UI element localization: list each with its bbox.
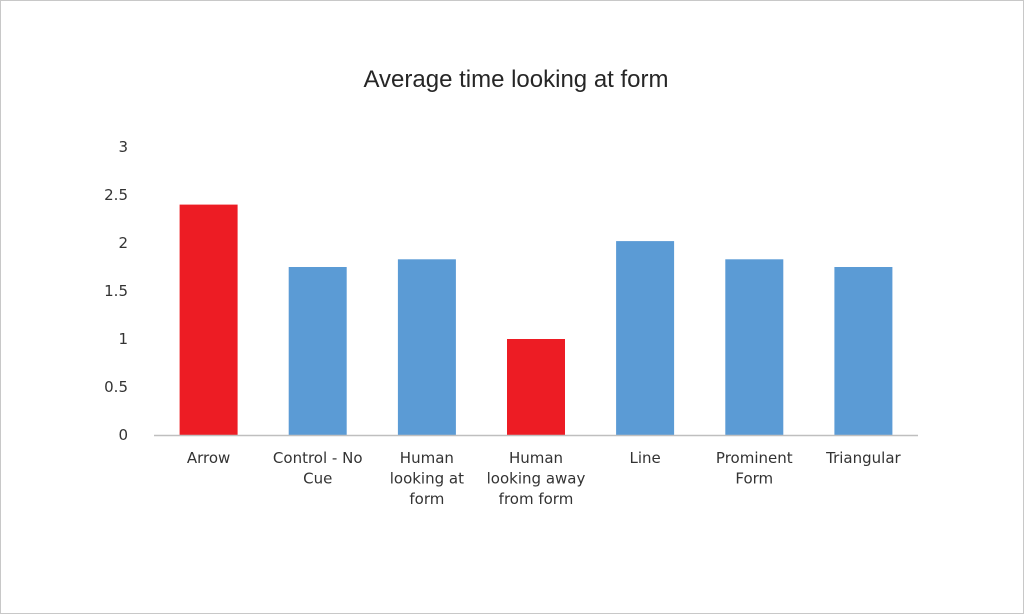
x-category-label-line: looking away [487,470,586,488]
y-tick-label: 2 [118,234,128,252]
x-category-label-line: Control - No [273,449,363,467]
x-category-label-line: Human [509,449,563,467]
x-category-label-line: Prominent [716,449,793,467]
x-category-label-line: Triangular [825,449,901,467]
x-category-label: Arrow [187,449,230,467]
x-category-label: Triangular [825,449,901,467]
bar [397,259,456,435]
x-category-label-line: Arrow [187,449,230,467]
x-category-label: Line [630,449,661,467]
x-category-label-line: form [409,490,444,508]
x-category-label-line: Form [735,470,773,488]
y-tick-label: 1.5 [104,282,128,300]
x-category-label-line: looking at [390,470,464,488]
y-tick-label: 2.5 [104,186,128,204]
bar [179,204,238,435]
bar [725,259,784,435]
x-category-label-line: from form [499,490,574,508]
x-category-label: Human looking at form [390,449,464,508]
y-tick-label: 0.5 [104,378,128,396]
x-category-label-line: Human [400,449,454,467]
bar [288,267,347,435]
x-category-label: Control - No Cue [273,449,363,488]
y-tick-label: 1 [118,330,128,348]
y-tick-label: 0 [118,426,128,444]
x-category-label-line: Line [630,449,661,467]
x-category-label: Prominent Form [716,449,793,488]
x-category-label-line: Cue [303,470,332,488]
bar [616,241,675,435]
x-category-label: Human looking away from form [487,449,586,508]
chart-title: Average time looking at form [363,66,669,93]
bar [507,339,565,435]
y-tick-label: 3 [118,138,128,156]
bar [834,267,893,435]
